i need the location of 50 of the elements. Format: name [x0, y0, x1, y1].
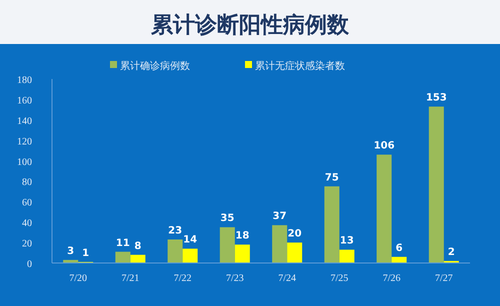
bar [115, 252, 130, 263]
bar [182, 248, 198, 263]
y-tick-label: 100 [17, 156, 32, 168]
x-tick-label: 7/25 [330, 273, 348, 284]
data-label: 11 [116, 238, 130, 249]
y-tick-label: 120 [17, 136, 32, 148]
x-tick-label: 7/22 [174, 273, 192, 284]
data-label: 75 [324, 172, 339, 184]
data-label: 35 [220, 213, 234, 224]
y-tick-label: 180 [17, 75, 32, 86]
chart-title: 累计诊断阳性病例数 [150, 13, 350, 38]
data-label: 153 [426, 92, 447, 104]
y-tick-label: 40 [22, 218, 32, 230]
y-tick-label: 80 [22, 177, 32, 188]
x-tick-label: 7/27 [434, 273, 453, 284]
bar [234, 244, 250, 263]
data-label: 8 [134, 240, 142, 252]
x-tick-label: 7/23 [226, 273, 244, 284]
y-tick-label: 60 [22, 198, 32, 209]
data-label: 106 [374, 140, 395, 152]
data-label: 6 [396, 242, 403, 254]
y-tick-label: 140 [17, 116, 32, 127]
y-tick-label: 0 [27, 259, 32, 270]
bar [168, 239, 183, 263]
data-label: 37 [272, 211, 287, 222]
data-label: 1 [82, 248, 90, 259]
x-tick-label: 7/20 [69, 273, 88, 284]
x-tick-label: 7/26 [382, 273, 401, 284]
y-tick-label: 20 [22, 238, 32, 250]
legend-label: 累计确诊病例数 [120, 60, 190, 72]
data-label: 23 [168, 225, 182, 236]
bar [392, 256, 407, 263]
data-label: 2 [448, 246, 455, 258]
bar [220, 227, 235, 263]
data-label: 14 [183, 234, 198, 246]
x-tick-label: 7/21 [121, 273, 140, 284]
bar [376, 154, 392, 263]
data-label: 20 [288, 228, 302, 240]
x-tick-label: 7/24 [278, 273, 296, 284]
bar [428, 106, 444, 263]
bar [324, 186, 340, 263]
data-label: 3 [67, 246, 74, 257]
bar [272, 225, 288, 263]
bar [339, 250, 354, 263]
y-tick-label: 160 [17, 95, 32, 106]
bar [130, 254, 146, 263]
legend-label: 累计无症状感染者数 [255, 60, 345, 72]
bar [287, 242, 302, 263]
data-label: 13 [340, 236, 354, 247]
data-label: 18 [235, 230, 250, 242]
